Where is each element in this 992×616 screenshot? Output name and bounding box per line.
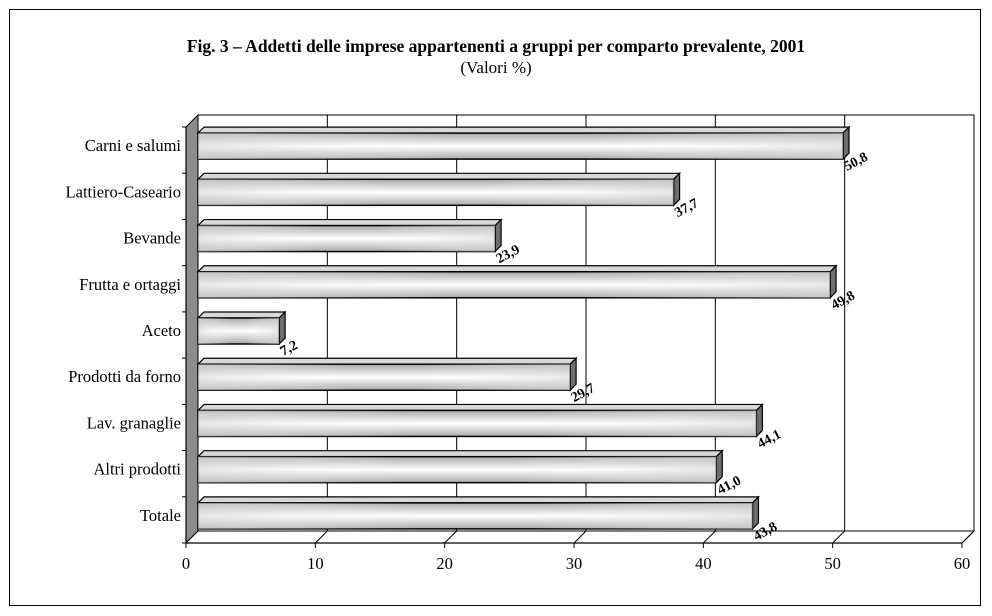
bar-side-face — [715, 449, 723, 485]
x-tick-label: 10 — [307, 554, 324, 573]
category-label: Carni e salumi — [85, 136, 182, 155]
chart-subtitle: (Valori %) — [460, 58, 532, 77]
bar-side-face — [842, 125, 850, 161]
data-label: 7,2 — [278, 338, 300, 359]
gridline-floor — [314, 530, 328, 544]
category-label: Bevande — [123, 229, 181, 248]
plot-side-wall — [185, 113, 199, 545]
bar-front-shade — [198, 456, 717, 483]
bar-top-face — [196, 450, 724, 458]
bar-top-face — [196, 311, 287, 319]
bar-lav-granaglie — [196, 402, 764, 438]
gridline-floor — [961, 530, 975, 544]
x-tick-label: 30 — [566, 554, 583, 573]
category-label: Lattiero-Caseario — [66, 182, 181, 201]
bar-side-face — [494, 218, 502, 254]
bar-side-face — [278, 310, 286, 346]
x-tick-label: 40 — [695, 554, 712, 573]
x-tick-label: 60 — [954, 554, 971, 573]
x-tick-label: 20 — [436, 554, 453, 573]
bar-frutta-e-ortaggi — [196, 264, 838, 300]
bar-lattiero-caseario — [196, 171, 682, 207]
bar-front-shade — [198, 502, 753, 529]
bar-top-face — [196, 218, 503, 227]
axes — [182, 126, 963, 548]
x-tick-label: 0 — [182, 554, 190, 573]
gridline-floor — [702, 530, 716, 544]
bar-totale — [196, 495, 760, 531]
bar-top-face — [196, 126, 851, 134]
bar-side-face — [672, 171, 681, 207]
bar-top-face — [196, 357, 578, 365]
category-label: Totale — [140, 506, 181, 525]
category-label: Aceto — [142, 321, 181, 340]
bar-top-face — [196, 265, 838, 273]
bar-side-face — [751, 495, 760, 531]
bar-front-shade — [198, 179, 674, 206]
category-label: Prodotti da forno — [68, 367, 181, 386]
chart-title: Fig. 3 – Addetti delle imprese appartene… — [186, 36, 806, 56]
bar-side-face — [569, 356, 577, 392]
bar-prodotti-da-forno — [196, 356, 578, 392]
bar-top-face — [196, 403, 764, 412]
x-tick-label: 50 — [824, 554, 841, 573]
category-label: Altri prodotti — [93, 460, 181, 479]
bar-altri-prodotti — [196, 449, 724, 485]
bar-side-face — [829, 264, 837, 300]
category-label: Frutta e ortaggi — [79, 275, 181, 294]
gridline-floor — [444, 530, 458, 544]
bar-top-face — [196, 496, 760, 504]
bar-aceto — [196, 310, 287, 346]
labels: Carni e salumi50,8Lattiero-Caseario37,7B… — [66, 136, 971, 573]
category-label: Lav. granaglie — [87, 413, 181, 432]
bar-front-shade — [198, 410, 757, 437]
bar-bevande — [196, 218, 503, 254]
bar-front-shade — [198, 271, 831, 298]
bar-front-shade — [198, 318, 280, 344]
gridline-floor — [573, 530, 587, 544]
gridline-floor — [832, 530, 846, 544]
bar-front-shade — [198, 364, 571, 391]
bar-front-shade — [198, 225, 496, 252]
bar-side-face — [755, 402, 763, 438]
bar-top-face — [196, 172, 682, 180]
bar-carni-e-salumi — [196, 125, 851, 161]
bar-front-shade — [198, 133, 844, 160]
bars — [196, 125, 851, 531]
